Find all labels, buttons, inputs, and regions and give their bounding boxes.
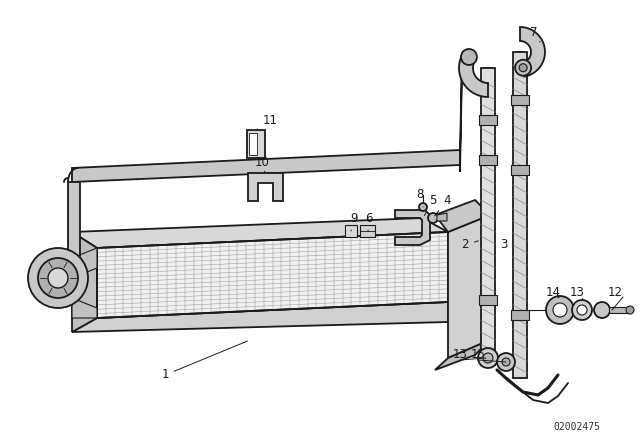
Polygon shape [609, 307, 630, 313]
Text: 9: 9 [351, 211, 358, 231]
Polygon shape [249, 133, 257, 155]
Circle shape [572, 300, 592, 320]
Polygon shape [511, 165, 529, 175]
Polygon shape [68, 182, 80, 256]
Polygon shape [72, 302, 448, 332]
Text: 02002475: 02002475 [553, 422, 600, 432]
Circle shape [483, 353, 493, 363]
Text: 1: 1 [161, 341, 248, 382]
Polygon shape [360, 225, 375, 237]
Polygon shape [520, 27, 545, 77]
Polygon shape [345, 225, 357, 237]
Text: 7: 7 [530, 26, 540, 42]
Polygon shape [479, 295, 497, 305]
Text: 13: 13 [452, 349, 467, 362]
Polygon shape [72, 150, 460, 182]
Text: 11: 11 [256, 113, 278, 130]
Text: 8: 8 [416, 189, 424, 207]
Circle shape [478, 348, 498, 368]
Polygon shape [479, 155, 497, 165]
Polygon shape [435, 340, 490, 370]
Circle shape [502, 358, 510, 366]
Circle shape [577, 305, 587, 315]
Polygon shape [460, 59, 462, 172]
Circle shape [515, 60, 531, 76]
Text: 12: 12 [608, 287, 623, 300]
Polygon shape [248, 173, 283, 201]
Polygon shape [395, 210, 430, 245]
Polygon shape [459, 53, 488, 97]
Polygon shape [437, 213, 447, 221]
Text: 3: 3 [500, 238, 513, 251]
Circle shape [497, 353, 515, 371]
Text: 4: 4 [435, 194, 451, 216]
Polygon shape [72, 248, 97, 278]
Polygon shape [97, 232, 448, 318]
Circle shape [461, 49, 477, 65]
Circle shape [546, 296, 574, 324]
Polygon shape [435, 200, 490, 232]
Polygon shape [72, 232, 97, 332]
Polygon shape [72, 218, 448, 248]
Text: 15: 15 [470, 349, 485, 362]
Circle shape [626, 306, 634, 314]
Circle shape [519, 64, 527, 72]
Circle shape [419, 203, 427, 211]
Polygon shape [481, 355, 495, 365]
Circle shape [48, 268, 68, 288]
Circle shape [38, 258, 78, 298]
Polygon shape [247, 130, 265, 158]
Polygon shape [511, 310, 529, 320]
Polygon shape [479, 115, 497, 125]
Polygon shape [513, 52, 527, 378]
Circle shape [553, 303, 567, 317]
Polygon shape [481, 68, 495, 355]
Circle shape [28, 248, 88, 308]
Text: 5: 5 [424, 194, 436, 215]
Polygon shape [72, 298, 97, 318]
Text: 13: 13 [570, 287, 584, 300]
Text: 10: 10 [255, 155, 269, 173]
Polygon shape [448, 215, 490, 358]
Text: 6: 6 [365, 211, 373, 231]
Circle shape [428, 213, 438, 223]
Text: 2: 2 [461, 238, 478, 251]
Circle shape [594, 302, 610, 318]
Polygon shape [511, 95, 529, 105]
Text: 14: 14 [545, 287, 561, 300]
